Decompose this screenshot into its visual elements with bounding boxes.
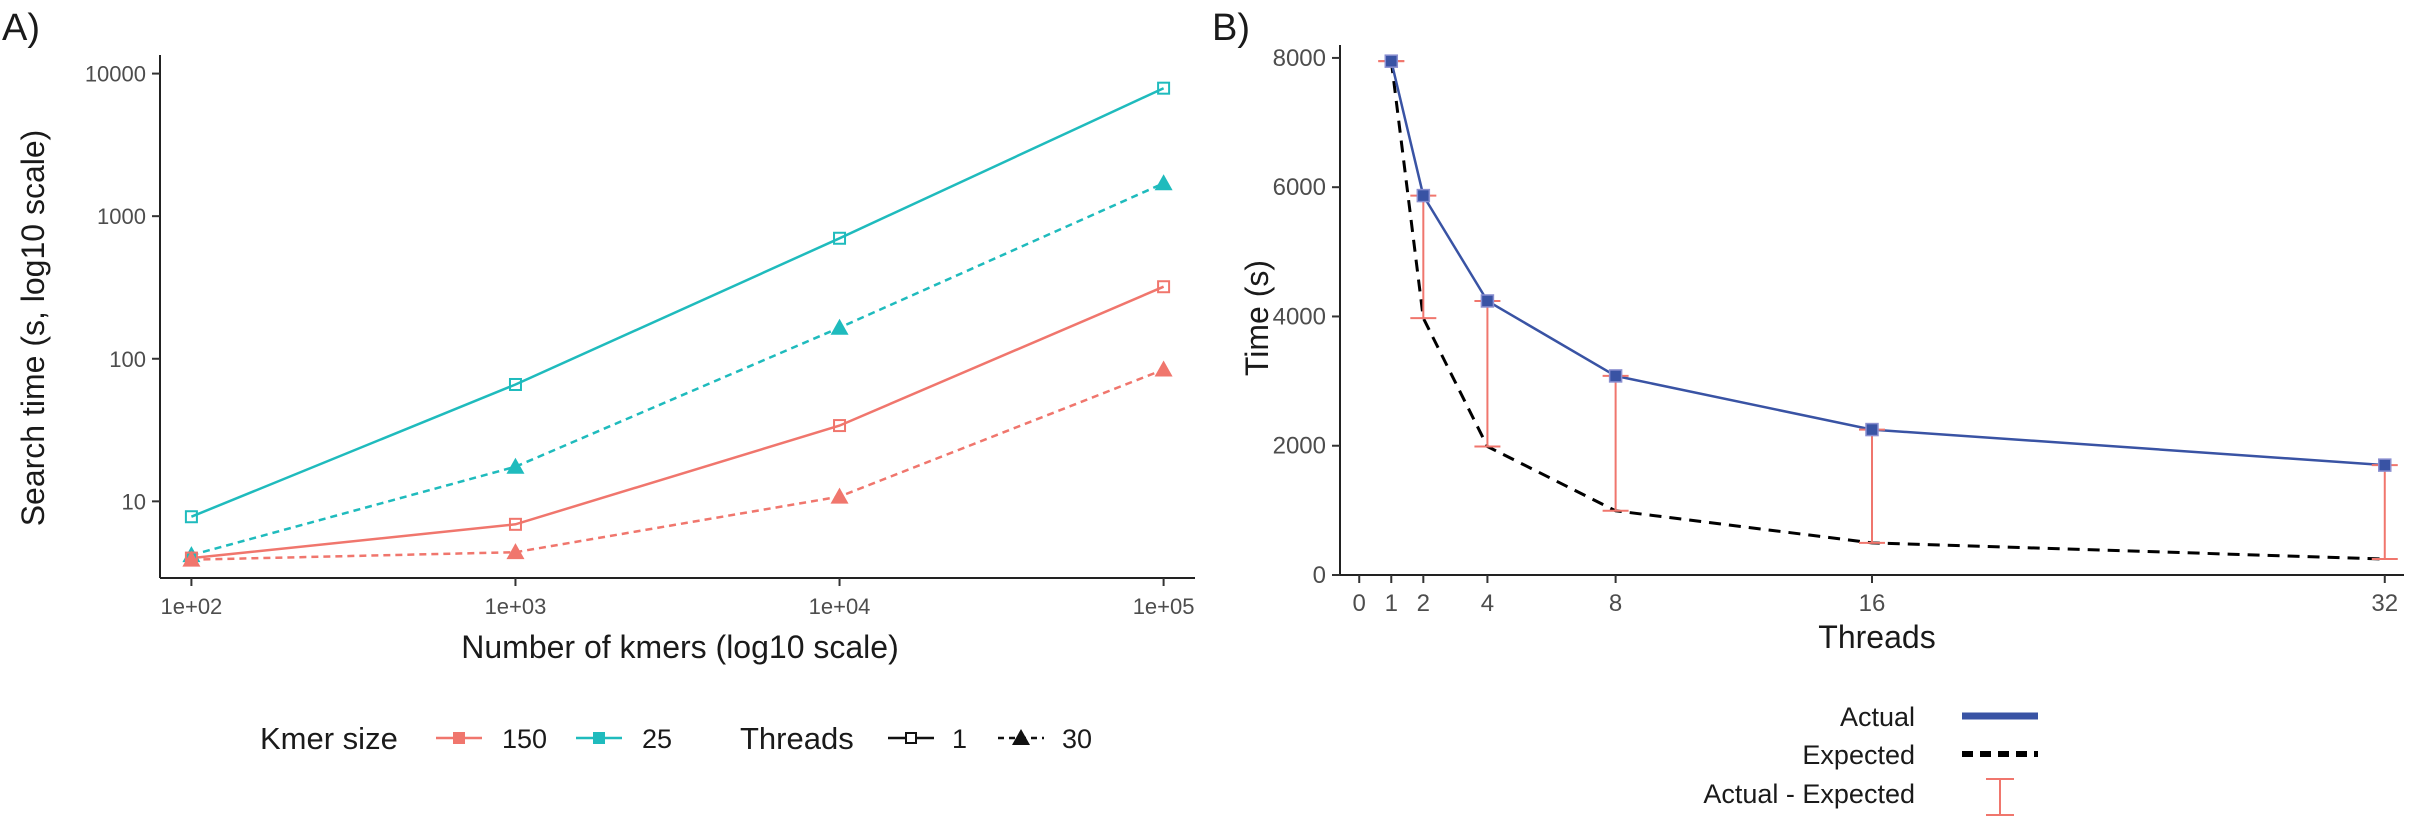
legend-threads-key-marker [1012, 729, 1030, 745]
panel-a-x-tick-label: 1e+04 [809, 594, 871, 619]
panel-a-x-tick-label: 1e+05 [1133, 594, 1195, 619]
panel-b-point-actual [1416, 188, 1431, 203]
panel-b-legend: Actual Expected Actual - Expected [1703, 702, 2038, 816]
legend-kmer-size-title: Kmer size [260, 721, 398, 756]
panel-a-y-tick-label: 10 [122, 489, 146, 514]
panel-a-point [830, 487, 849, 504]
panel-b-point-actual [1865, 422, 1879, 437]
legend-kmer-entry-label: 150 [502, 724, 547, 754]
panel-a-axes: 1e+02 1e+03 1e+04 1e+05 10 100 1000 10000 [85, 55, 1195, 619]
panel-b-y-tick-label: 8000 [1273, 45, 1326, 72]
panel-a-x-tick-label: 1e+03 [485, 594, 547, 619]
panel-a-x-axis-title: Number of kmers (log10 scale) [461, 629, 898, 665]
panel-a-point [506, 457, 525, 474]
panel-a-legend: Kmer size 150 25 Threads 1 30 [260, 721, 1092, 756]
panel-a-series [190, 87, 1165, 561]
legend-threads-key-marker [905, 732, 917, 744]
panel-a-point [830, 318, 849, 335]
panel-a-y-tick-label: 10000 [85, 62, 146, 87]
panel-a-point [1157, 280, 1171, 294]
panel-a-y-tick-label: 100 [109, 347, 146, 372]
panel-b-y-tick-label: 2000 [1273, 433, 1326, 460]
legend-difference-label: Actual - Expected [1703, 779, 1915, 809]
panel-b-point-actual [1384, 54, 1399, 68]
panel-b-point-actual [1608, 369, 1623, 383]
panel-a-y-axis-title: Search time (s, log10 scale) [15, 130, 51, 527]
panel-b-y-tick-label: 6000 [1273, 174, 1326, 201]
panel-b-y-tick-label: 4000 [1273, 303, 1326, 330]
panel-a-label: A) [2, 7, 40, 49]
panel-b-label: B) [1212, 7, 1250, 49]
panel-b-x-tick-label: 4 [1481, 590, 1494, 617]
legend-kmer-entry-label: 25 [642, 724, 672, 754]
panel-a: A) 1e+02 1e+03 1e+04 1e+05 10 100 1000 10000 Nu… [2, 7, 1195, 756]
panel-a-point [508, 517, 522, 531]
panel-b-series-line-expected [1389, 61, 2385, 561]
legend-threads-entry-label: 30 [1062, 724, 1092, 754]
legend-kmer-key-marker [593, 732, 605, 744]
panel-b-x-tick-label: 0 [1353, 590, 1366, 617]
panel-b-x-tick-label: 2 [1417, 590, 1430, 617]
panel-b-point-actual [2378, 458, 2392, 472]
panel-b-x-tick-label: 1 [1385, 590, 1398, 617]
panel-a-point [833, 419, 847, 433]
panel-b-point-actual [1480, 294, 1495, 308]
panel-b-x-tick-label: 8 [1609, 590, 1622, 617]
panel-b-series-line-actual [1390, 60, 2385, 467]
panel-b-x-tick-label: 32 [2371, 590, 2398, 617]
panel-a-series-line-2 [191, 285, 1165, 560]
panel-a-point [1157, 81, 1171, 95]
panel-b-x-tick-label: 16 [1859, 590, 1886, 617]
panel-a-point [1154, 360, 1173, 377]
panel-b-errorbars [1378, 60, 2398, 560]
panel-b-markers [1384, 54, 2392, 472]
panel-a-markers [182, 81, 1173, 567]
panel-a-y-tick-label: 1000 [97, 204, 146, 229]
panel-a-series-line-1 [191, 182, 1165, 557]
panel-a-point [508, 377, 522, 391]
panel-b-y-axis-title: Time (s) [1239, 260, 1275, 376]
panel-a-series-line-0 [190, 87, 1165, 518]
panel-a-point [1154, 174, 1173, 191]
legend-kmer-key-marker [453, 732, 465, 744]
panel-a-point [182, 550, 201, 567]
panel-b-y-tick-label: 0 [1313, 562, 1326, 589]
panel-a-point [506, 543, 525, 560]
legend-actual-label: Actual [1840, 702, 1915, 732]
panel-b-x-axis-title: Threads [1818, 619, 1935, 655]
panel-a-x-tick-label: 1e+02 [161, 594, 223, 619]
legend-threads-entry-label: 1 [952, 724, 967, 754]
legend-threads-title: Threads [740, 721, 854, 756]
legend-expected-label: Expected [1802, 740, 1915, 770]
panel-a-point [833, 231, 847, 245]
panel-b-series [1389, 60, 2385, 561]
panel-a-series-line-3 [191, 368, 1165, 561]
panel-a-point [184, 510, 198, 524]
